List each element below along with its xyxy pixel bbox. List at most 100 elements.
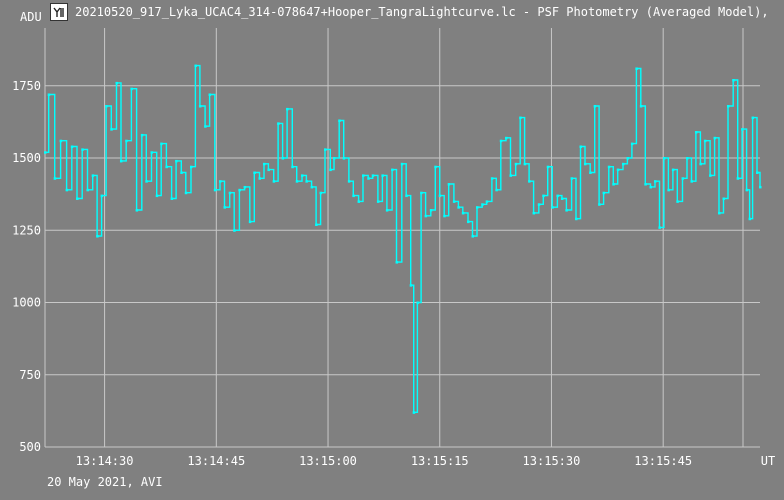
data-point [495, 188, 498, 192]
data-point [551, 206, 554, 209]
data-point [412, 411, 416, 414]
data-point [546, 165, 550, 169]
data-point [653, 180, 657, 183]
data-point [461, 211, 465, 215]
data-point [519, 116, 522, 120]
data-point [658, 226, 661, 229]
data-point [357, 200, 361, 203]
data-point [556, 194, 559, 198]
data-point [140, 133, 144, 137]
data-point [65, 188, 69, 192]
data-point [165, 165, 168, 169]
data-point [694, 131, 698, 134]
data-point [332, 157, 336, 160]
data-point [81, 148, 84, 151]
data-point [589, 171, 592, 174]
data-point [537, 203, 541, 206]
data-point [528, 180, 531, 183]
data-point [352, 194, 355, 198]
data-point [184, 191, 188, 195]
data-point [272, 180, 276, 183]
data-point [709, 174, 712, 177]
data-point [598, 203, 601, 206]
data-point [219, 180, 222, 183]
data-point [457, 206, 460, 209]
data-point [471, 235, 475, 238]
data-point [105, 105, 108, 108]
y-tick-label: 1750 [12, 79, 41, 93]
title-bar: 20210520_917_Lyka_UCAC4_314-078647+Hoope… [0, 0, 784, 26]
data-point [208, 93, 212, 96]
data-point [429, 209, 433, 212]
data-point [385, 209, 389, 212]
data-point [565, 209, 568, 212]
data-point [281, 157, 285, 160]
data-point [509, 174, 512, 177]
data-point [376, 200, 380, 203]
data-point [243, 185, 247, 189]
y-tick-label: 500 [19, 440, 41, 454]
data-point [416, 301, 419, 305]
data-point [76, 197, 79, 200]
data-point [400, 162, 404, 166]
data-point [447, 183, 451, 186]
data-point [47, 93, 51, 96]
tangra-app-icon[interactable] [50, 3, 68, 21]
data-point [291, 165, 294, 169]
data-point [475, 206, 479, 209]
data-point [532, 211, 536, 215]
data-point [223, 206, 226, 209]
data-point [560, 197, 564, 200]
data-point [612, 183, 615, 186]
data-point [267, 168, 270, 172]
data-point [44, 151, 47, 154]
data-point [70, 145, 74, 148]
data-point [381, 174, 384, 177]
data-point [718, 211, 721, 215]
data-point [213, 188, 217, 192]
x-tick-label: 13:15:00 [299, 454, 357, 468]
data-point [703, 139, 707, 143]
data-point [690, 180, 693, 183]
data-point [424, 214, 428, 218]
data-point [452, 200, 456, 203]
data-point [607, 165, 611, 169]
data-point [409, 284, 413, 287]
data-point [59, 139, 63, 143]
data-point [295, 180, 299, 183]
data-point [53, 177, 57, 180]
data-point [329, 168, 332, 172]
data-point [420, 191, 423, 195]
data-point [119, 159, 123, 163]
data-point [616, 168, 620, 172]
data-point [150, 151, 154, 154]
data-point [635, 67, 638, 70]
data-point [170, 197, 174, 200]
x-tick-label: 13:15:30 [523, 454, 581, 468]
data-point [258, 177, 261, 180]
data-point [347, 180, 351, 183]
data-point [570, 177, 574, 180]
data-point [713, 136, 717, 140]
data-point [676, 200, 679, 203]
data-point [367, 177, 370, 180]
data-point [324, 148, 327, 151]
data-point [338, 119, 341, 122]
data-point [115, 81, 118, 85]
y-tick-label: 1000 [12, 296, 41, 310]
data-point [175, 159, 178, 163]
y-tick-label: 1500 [12, 151, 41, 165]
data-point [671, 168, 675, 172]
x-unit-label: UT [761, 454, 775, 468]
data-point [481, 203, 484, 206]
data-point [644, 183, 647, 186]
data-point [110, 128, 113, 131]
data-point [736, 177, 740, 180]
data-point [630, 142, 634, 146]
data-point [91, 174, 95, 177]
x-tick-label: 13:14:45 [187, 454, 245, 468]
data-point [100, 194, 104, 198]
data-point [277, 122, 280, 125]
data-point [575, 217, 578, 221]
x-tick-label: 13:14:30 [76, 454, 134, 468]
